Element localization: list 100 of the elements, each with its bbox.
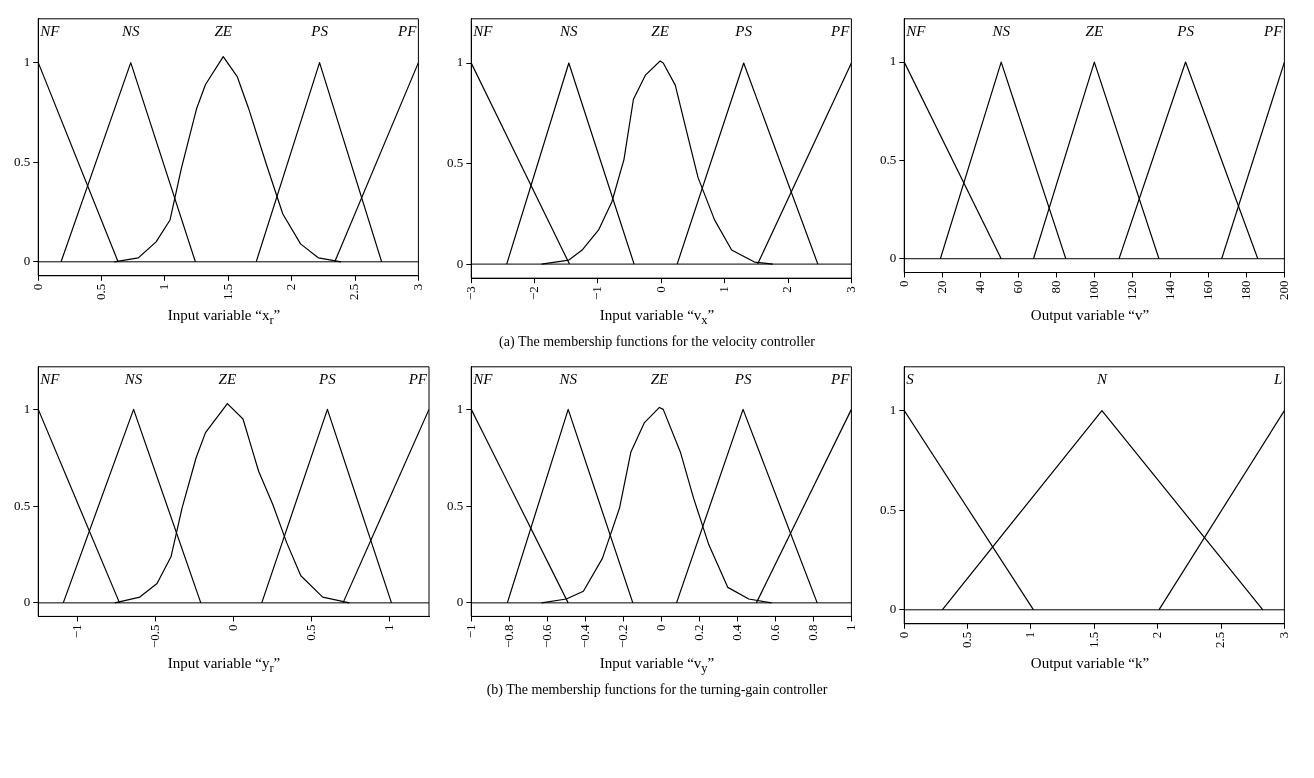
y-tick-label: 0.5 — [880, 151, 897, 167]
y-tick-label: 0 — [889, 601, 897, 617]
y-tick-label: 1 — [889, 53, 897, 69]
x-tick-label: 2 — [1149, 631, 1165, 639]
series-label: PF — [397, 23, 418, 40]
series-label: ZE — [650, 371, 669, 388]
series-label: S — [906, 371, 915, 388]
x-tick-label: −1 — [68, 624, 84, 639]
x-axis-title: Input variable “x$_{r}$” — [167, 307, 281, 328]
y-tick-label: 0.5 — [14, 153, 31, 169]
x-tick-label: 1 — [381, 624, 397, 631]
x-axis-title: Input variable “v$_{x}$” — [599, 307, 715, 328]
text: (b) The membership functions for the turning-gain controller — [485, 682, 829, 698]
series-label: NF — [39, 23, 61, 40]
x-tick-label: 2 — [283, 283, 299, 291]
y-tick-label: 1 — [23, 54, 31, 70]
series-label: ZE — [651, 23, 669, 40]
x-tick-label: 0 — [652, 286, 668, 293]
y-tick-label: 1 — [456, 54, 464, 70]
series-label: ZE — [1085, 23, 1104, 40]
series-label: PF — [830, 371, 851, 388]
x-tick-label: −0.2 — [614, 624, 630, 649]
series-label: PS — [1176, 23, 1195, 40]
x-tick-label: 160 — [1199, 280, 1215, 300]
x-tick-label: −0.5 — [146, 624, 162, 649]
x-tick-label: 0.8 — [804, 624, 820, 641]
x-tick-label: 2 — [779, 286, 795, 293]
x-tick-label: −0.8 — [500, 624, 516, 649]
x-tick-label: 0.5 — [303, 624, 319, 641]
x-tick-label: 0.5 — [93, 283, 109, 300]
x-tick-label: −0.4 — [576, 623, 592, 649]
x-tick-label: 2.5 — [346, 283, 362, 300]
x-tick-label: 0 — [652, 624, 668, 631]
series-label: N — [1095, 371, 1108, 388]
x-tick-label: 3 — [1275, 631, 1291, 639]
series-label: PS — [310, 23, 329, 40]
y-tick-label: 0.5 — [880, 501, 897, 517]
x-tick-label: 0.5 — [959, 631, 975, 648]
x-axis-title: Output variable “v” — [1030, 307, 1150, 324]
y-tick-label: 0 — [456, 594, 464, 610]
x-tick-label: −0.6 — [538, 623, 554, 649]
x-tick-label: −3 — [462, 286, 478, 301]
x-tick-label: 0 — [895, 280, 911, 287]
y-tick-label: 1 — [456, 400, 464, 416]
series-label: NF — [472, 23, 494, 40]
x-tick-label: 80 — [1047, 280, 1063, 294]
x-tick-label: 3 — [842, 286, 858, 293]
x-tick-label: 100 — [1085, 280, 1101, 300]
x-tick-label: 0 — [29, 283, 45, 291]
x-axis-title: Output variable “k” — [1030, 655, 1150, 672]
series-label: NS — [991, 23, 1011, 40]
y-tick-label: 0.5 — [447, 497, 464, 513]
x-tick-label: −1 — [462, 624, 478, 639]
x-tick-label: 3 — [409, 283, 425, 291]
series-label: PF — [407, 371, 428, 388]
y-tick-label: 0 — [456, 255, 464, 271]
x-tick-label: 60 — [1009, 280, 1025, 294]
series-label: NS — [121, 23, 141, 40]
x-tick-label: 1 — [842, 624, 858, 631]
x-tick-label: −1 — [589, 286, 605, 301]
series-label: ZE — [218, 371, 237, 388]
x-tick-label: −2 — [526, 286, 542, 301]
series-label: NF — [905, 23, 927, 40]
series-label: NS — [558, 371, 578, 388]
x-tick-label: 0 — [225, 624, 241, 631]
series-label: L — [1273, 371, 1283, 388]
x-tick-label: 120 — [1123, 280, 1139, 300]
x-tick-label: 1 — [156, 283, 172, 291]
x-tick-label: 0.6 — [766, 623, 782, 641]
x-tick-label: 180 — [1237, 280, 1253, 300]
x-tick-label: 1.5 — [1085, 631, 1101, 648]
y-tick-label: 1 — [23, 400, 31, 416]
series-label: NF — [472, 371, 494, 388]
y-tick-label: 0.5 — [447, 154, 464, 170]
x-tick-label: 1 — [1022, 631, 1038, 639]
x-axis-title: Input variable “y$_{r}$” — [167, 655, 281, 676]
x-tick-label: 2.5 — [1212, 631, 1228, 648]
y-tick-label: 0 — [23, 253, 31, 269]
x-tick-label: 1 — [716, 286, 732, 293]
y-tick-label: 0 — [23, 594, 31, 610]
text: (a) The membership functions for the velocity controller — [498, 334, 816, 350]
x-axis-title: Input variable “v$_{y}$” — [599, 655, 715, 676]
series-label: ZE — [214, 23, 233, 40]
x-tick-label: 1.5 — [219, 283, 235, 300]
series-label: NS — [559, 23, 579, 40]
x-tick-label: 40 — [971, 280, 987, 294]
x-tick-label: 0 — [895, 631, 911, 639]
series-label: PS — [733, 371, 752, 388]
series-label: PS — [734, 23, 753, 40]
y-tick-label: 0.5 — [14, 497, 31, 513]
x-tick-label: 200 — [1275, 280, 1291, 300]
series-label: PF — [830, 23, 851, 40]
y-tick-label: 1 — [889, 402, 897, 418]
x-tick-label: 20 — [933, 280, 949, 294]
series-label: NF — [39, 371, 61, 388]
x-tick-label: 0.4 — [728, 623, 744, 641]
x-tick-label: 140 — [1161, 280, 1177, 300]
series-label: NS — [123, 371, 143, 388]
x-tick-label: 0.2 — [690, 624, 706, 641]
series-label: PF — [1263, 23, 1284, 40]
